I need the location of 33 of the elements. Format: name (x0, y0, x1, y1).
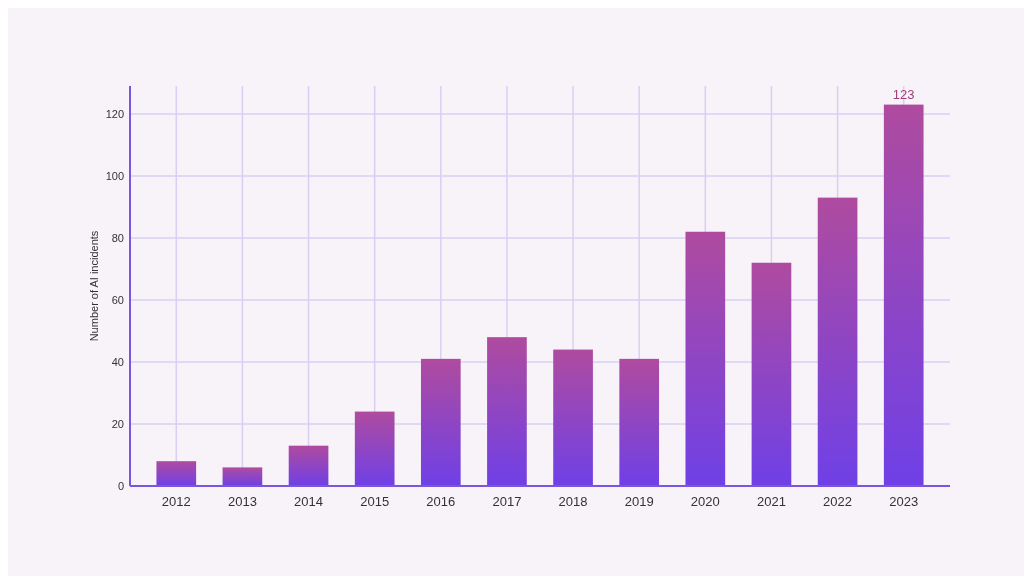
bar (817, 197, 858, 486)
x-tick-label: 2014 (294, 494, 324, 509)
bar (619, 358, 660, 486)
bar (156, 461, 197, 486)
x-tick-label: 2023 (889, 494, 919, 509)
bar (288, 445, 329, 486)
bar (883, 104, 924, 486)
y-axis-title: Number of AI incidents (88, 230, 100, 342)
bar (751, 262, 792, 486)
data-label: 123 (892, 86, 915, 102)
y-tick-label: 0 (117, 479, 124, 492)
x-tick-label: 2015 (360, 494, 390, 509)
bar (553, 349, 593, 486)
bar (354, 411, 395, 486)
bar (222, 467, 263, 486)
bar (420, 358, 461, 486)
x-tick-label: 2019 (624, 494, 654, 509)
y-tick-label: 120 (105, 107, 124, 120)
x-tick-label: 2022 (823, 494, 853, 509)
bar (685, 231, 726, 486)
x-tick-label: 2018 (558, 494, 588, 509)
x-tick-label: 2021 (756, 494, 786, 509)
x-tick-label: 2017 (492, 494, 522, 509)
y-tick-label: 80 (111, 231, 124, 244)
bar (487, 337, 527, 486)
y-tick-label: 40 (111, 355, 124, 368)
x-tick-label: 2013 (227, 494, 257, 509)
y-tick-label: 60 (111, 293, 124, 306)
y-tick-label: 20 (111, 417, 124, 430)
y-tick-label: 100 (105, 169, 124, 182)
x-tick-label: 2012 (161, 494, 191, 509)
x-tick-label: 2020 (690, 494, 720, 509)
x-tick-label: 2016 (426, 494, 456, 509)
